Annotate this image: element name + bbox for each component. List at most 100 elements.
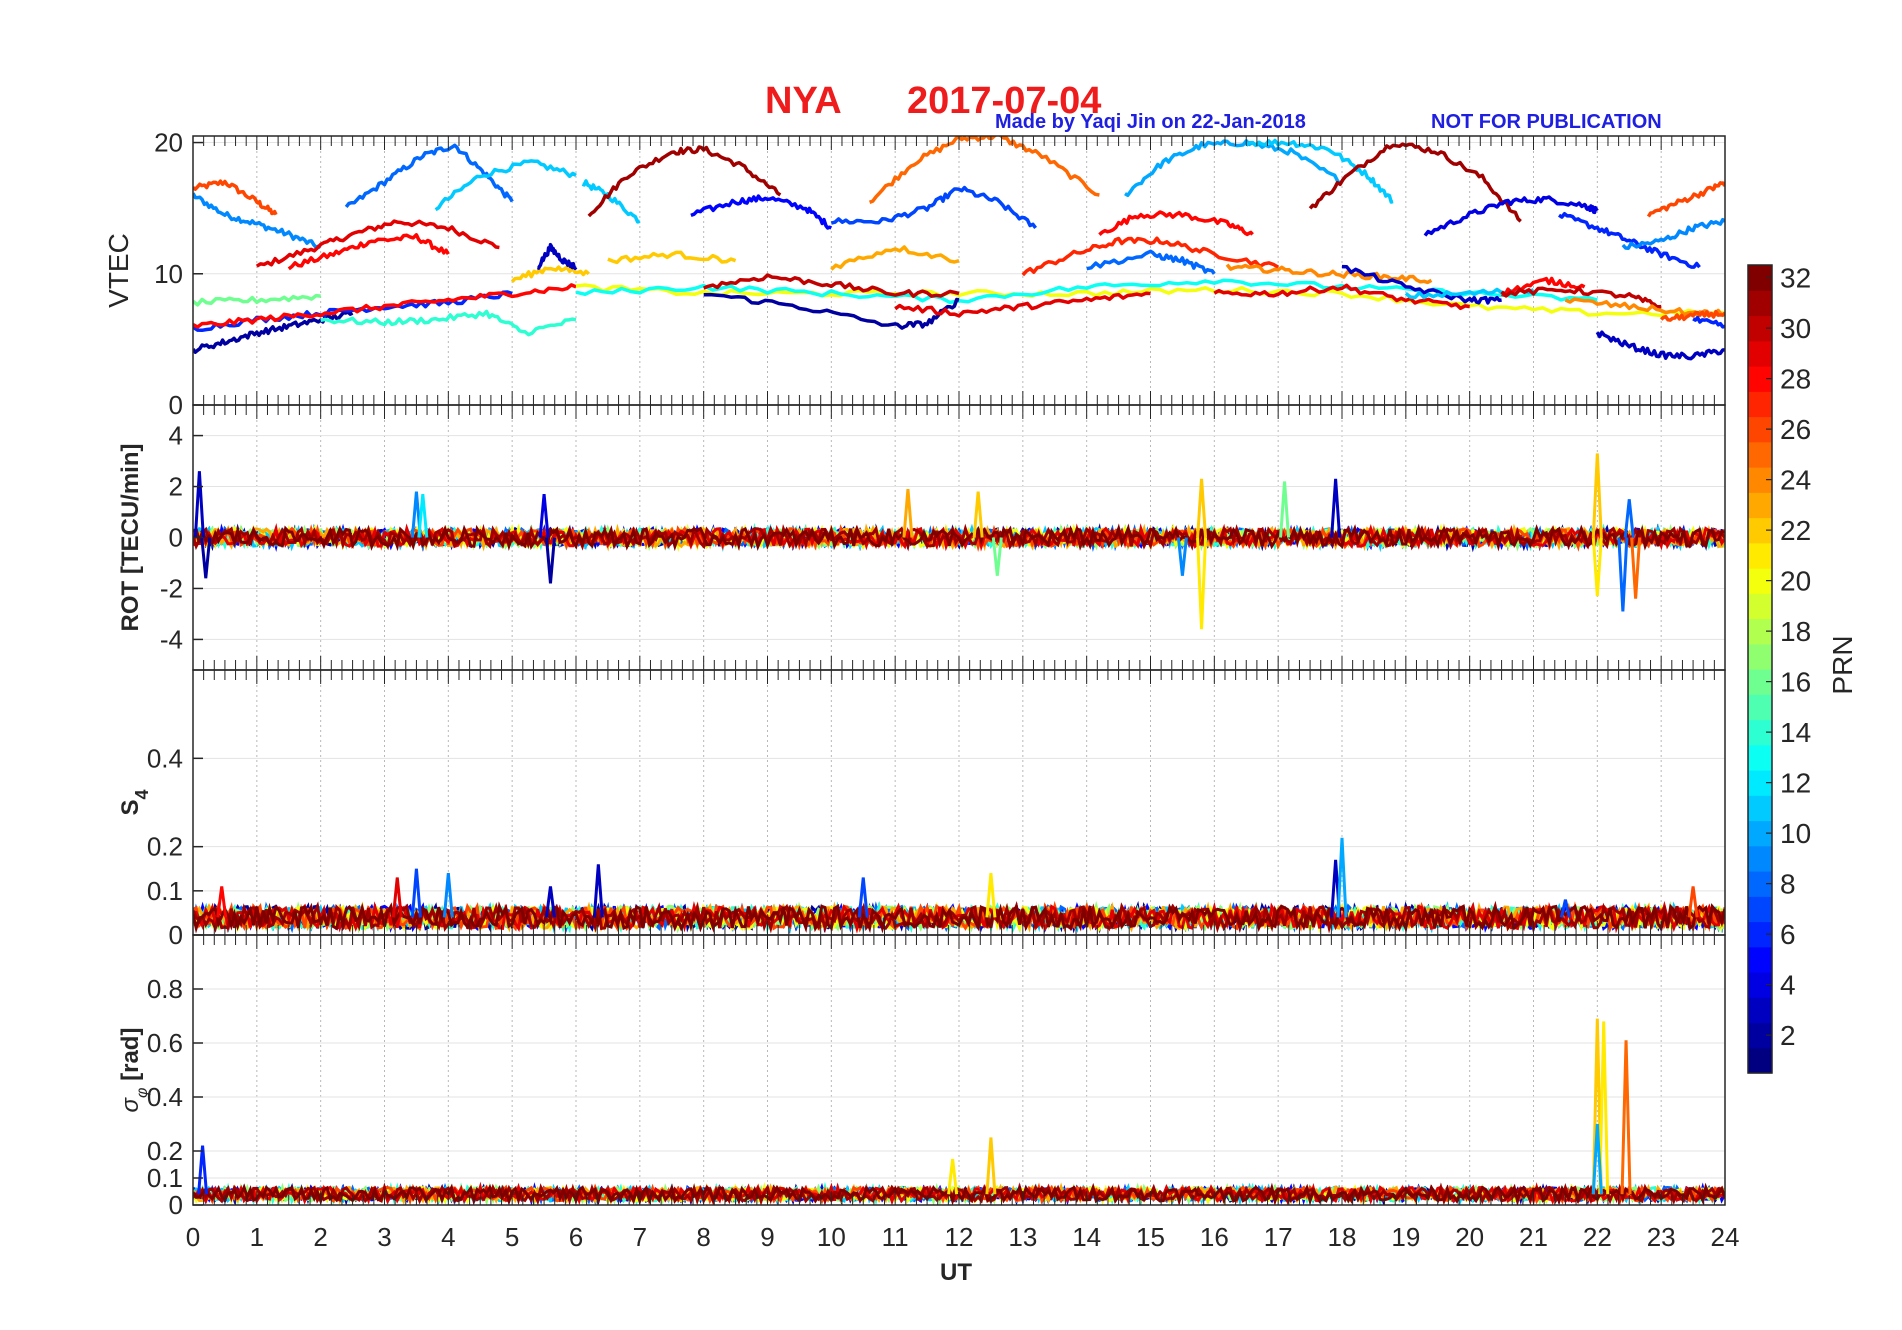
spike-prn21 [1591, 537, 1603, 597]
colorbar-swatch [1748, 946, 1772, 973]
y-tick-label: 0.1 [147, 876, 183, 906]
x-tick-label: 22 [1583, 1222, 1612, 1252]
vtec-series-prn3 [536, 242, 578, 271]
spike-prn21 [947, 1158, 959, 1195]
y-tick-label: 10 [154, 259, 183, 289]
spike-prn22 [972, 491, 984, 538]
vtec-series-prn8 [1086, 249, 1216, 275]
plot-area-rot [193, 453, 1725, 630]
spike-prn8 [1617, 537, 1629, 612]
vtec-series-prn3 [1341, 264, 1502, 305]
colorbar-swatch [1748, 441, 1772, 468]
x-axis: 0 1 2 3 4 5 6 7 8 9 10 11 12 13 14 15 16 17 18 19 20 21 22 23 24 [186, 1222, 1740, 1252]
spike-prn7 [857, 877, 869, 918]
y-tick-label: -2 [160, 573, 183, 603]
vtec-series-prn29 [894, 291, 1151, 318]
colorbar-tick-label: 10 [1780, 818, 1811, 849]
colorbar-tick-label: 28 [1780, 364, 1811, 395]
vtec-series-prn30 [703, 273, 960, 299]
y-tick-label: 0 [169, 920, 183, 950]
colorbar-tick-label: 30 [1780, 313, 1811, 344]
vtec-series-prn5 [690, 194, 832, 230]
vtec-series-prn22 [510, 265, 590, 283]
y-axis-label: VTEC [103, 233, 134, 308]
y-tick-label: 2 [169, 472, 183, 502]
panel-rot: -4 -2 0 2 4 ROT [TECU/min] [117, 404, 1726, 671]
colorbar-tick-label: 8 [1780, 869, 1796, 900]
y-tick-label: 0.2 [147, 832, 183, 862]
spike-prn2 [200, 537, 212, 579]
spike-prn4 [538, 494, 550, 538]
x-tick-label: 10 [817, 1222, 846, 1252]
x-tick-label: 7 [633, 1222, 647, 1252]
vtec-series-prn2 [703, 292, 960, 330]
vtec-series-prn24 [1225, 263, 1433, 285]
colorbar-swatch [1748, 694, 1772, 721]
spike-prn7 [1559, 899, 1571, 918]
y-tick-label: 0.1 [147, 1163, 183, 1193]
y-tick-label: 20 [154, 128, 183, 158]
spike-prn22 [985, 1137, 997, 1195]
vtec-series-prn6 [1558, 211, 1701, 269]
panel-vtec: 0 10 20 VTEC [103, 128, 1726, 420]
y-tick-label: 0.6 [147, 1028, 183, 1058]
y-axis-label: S4 [117, 789, 152, 815]
vtec-series-prn23 [830, 245, 960, 271]
vtec-series-prn8 [344, 143, 514, 208]
colorbar-tick-label: 18 [1780, 616, 1811, 647]
colorbar-swatch [1748, 1047, 1772, 1074]
y-tick-label: 0 [169, 390, 183, 420]
publication-notice: NOT FOR PUBLICATION [1431, 111, 1662, 133]
colorbar-tick-label: 6 [1780, 919, 1796, 950]
x-tick-label: 24 [1711, 1222, 1740, 1252]
x-tick-label: 1 [250, 1222, 264, 1252]
x-tick-label: 4 [441, 1222, 455, 1252]
x-tick-label: 17 [1264, 1222, 1293, 1252]
vtec-series-prn4 [1423, 195, 1599, 237]
x-tick-label: 20 [1455, 1222, 1484, 1252]
spike-prn3 [1330, 478, 1342, 538]
x-tick-label: 13 [1008, 1222, 1037, 1252]
spike-prn25 [1630, 537, 1642, 599]
vtec-series-prn22 [607, 250, 737, 265]
spike-prn12 [417, 494, 429, 538]
colorbar-tick-label: 2 [1780, 1020, 1796, 1051]
colorbar-swatch [1748, 845, 1772, 872]
spike-prn21 [1196, 537, 1208, 630]
vtec-series-prn7 [830, 185, 1037, 229]
colorbar-swatch [1748, 643, 1772, 670]
vtec-series-prn14 [320, 309, 577, 337]
colorbar-swatch [1748, 340, 1772, 367]
colorbar-tick-label: 32 [1780, 263, 1811, 294]
colorbar-tick-label: 26 [1780, 414, 1811, 445]
spike-prn9 [442, 873, 454, 918]
vtec-series-prn28 [1501, 276, 1586, 297]
y-tick-label: 0 [169, 1190, 183, 1220]
spike-prn21 [985, 873, 997, 918]
spike-prn16 [1279, 481, 1291, 538]
colorbar-swatch [1748, 542, 1772, 569]
spike-prn25 [1620, 1040, 1632, 1195]
vtec-series-prn11 [1245, 138, 1394, 204]
colorbar-tick-label: 22 [1780, 515, 1811, 546]
vtec-series-prn27 [1021, 236, 1280, 277]
vtec-series-prn9 [193, 192, 322, 250]
vtec-series-prn9 [1621, 217, 1725, 251]
vtec-series-prn28 [287, 233, 450, 271]
vtec-series-prn31 [587, 145, 782, 218]
y-tick-label: 0.2 [147, 1136, 183, 1166]
colorbar-tick-label: 4 [1780, 970, 1796, 1001]
noise-trace-prn29 [193, 523, 1725, 552]
y-tick-label: 0.4 [147, 743, 183, 773]
y-tick-label: -4 [160, 624, 183, 654]
y-tick-label: 0.4 [147, 1082, 183, 1112]
colorbar-swatch [1748, 391, 1772, 418]
spike-prn10 [1336, 837, 1348, 918]
y-axis-label: ROT [TECU/min] [117, 444, 144, 632]
spike-prn23 [902, 488, 914, 538]
x-tick-label: 5 [505, 1222, 519, 1252]
colorbar-swatch [1748, 290, 1772, 317]
spike-prn10 [1591, 1123, 1603, 1195]
x-axis-label: UT [940, 1259, 972, 1286]
